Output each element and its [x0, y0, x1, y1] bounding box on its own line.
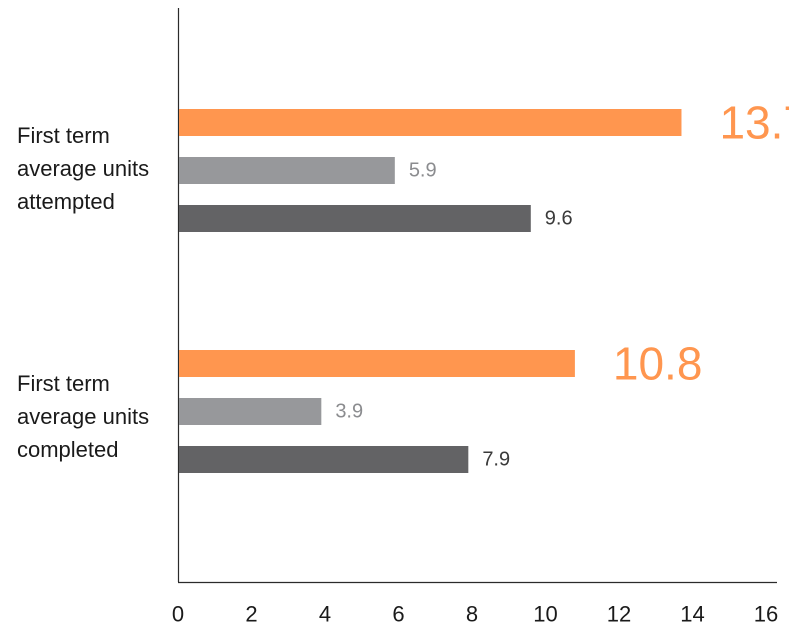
category-label: First term average units completed [17, 371, 149, 462]
bar-value-label: 3.9 [335, 401, 363, 423]
bar [179, 350, 575, 377]
x-tick-label: 14 [680, 602, 704, 627]
x-axis-tick-labels: 0 2 4 6 8 10 12 14 16 [172, 602, 778, 627]
bar [179, 157, 395, 184]
bar-value-label: 7.9 [482, 449, 510, 471]
bar [179, 205, 531, 232]
category-label-line: completed [17, 437, 119, 462]
category-label: First term average units attempted [17, 123, 149, 214]
category-label-line: First term [17, 123, 110, 148]
x-tick-label: 16 [754, 602, 778, 627]
category-label-line: attempted [17, 189, 115, 214]
value-labels: 13.7 5.9 9.6 10.8 3.9 7.9 [335, 97, 789, 471]
category-label-line: average units [17, 156, 149, 181]
bar [179, 398, 322, 425]
bar-value-label: 9.6 [545, 208, 573, 230]
x-tick-label: 12 [607, 602, 631, 627]
x-tick-label: 0 [172, 602, 184, 627]
x-tick-label: 4 [319, 602, 331, 627]
x-tick-label: 10 [533, 602, 557, 627]
x-tick-label: 8 [466, 602, 478, 627]
x-tick-label: 2 [245, 602, 257, 627]
category-label-line: average units [17, 404, 149, 429]
x-tick-label: 6 [392, 602, 404, 627]
bar-value-label: 10.8 [613, 338, 703, 390]
bar-value-label: 13.7 [719, 97, 789, 149]
bar-value-label: 5.9 [409, 160, 437, 182]
category-label-line: First term [17, 371, 110, 396]
bar [179, 109, 682, 136]
bars [179, 109, 682, 473]
bar [179, 446, 469, 473]
